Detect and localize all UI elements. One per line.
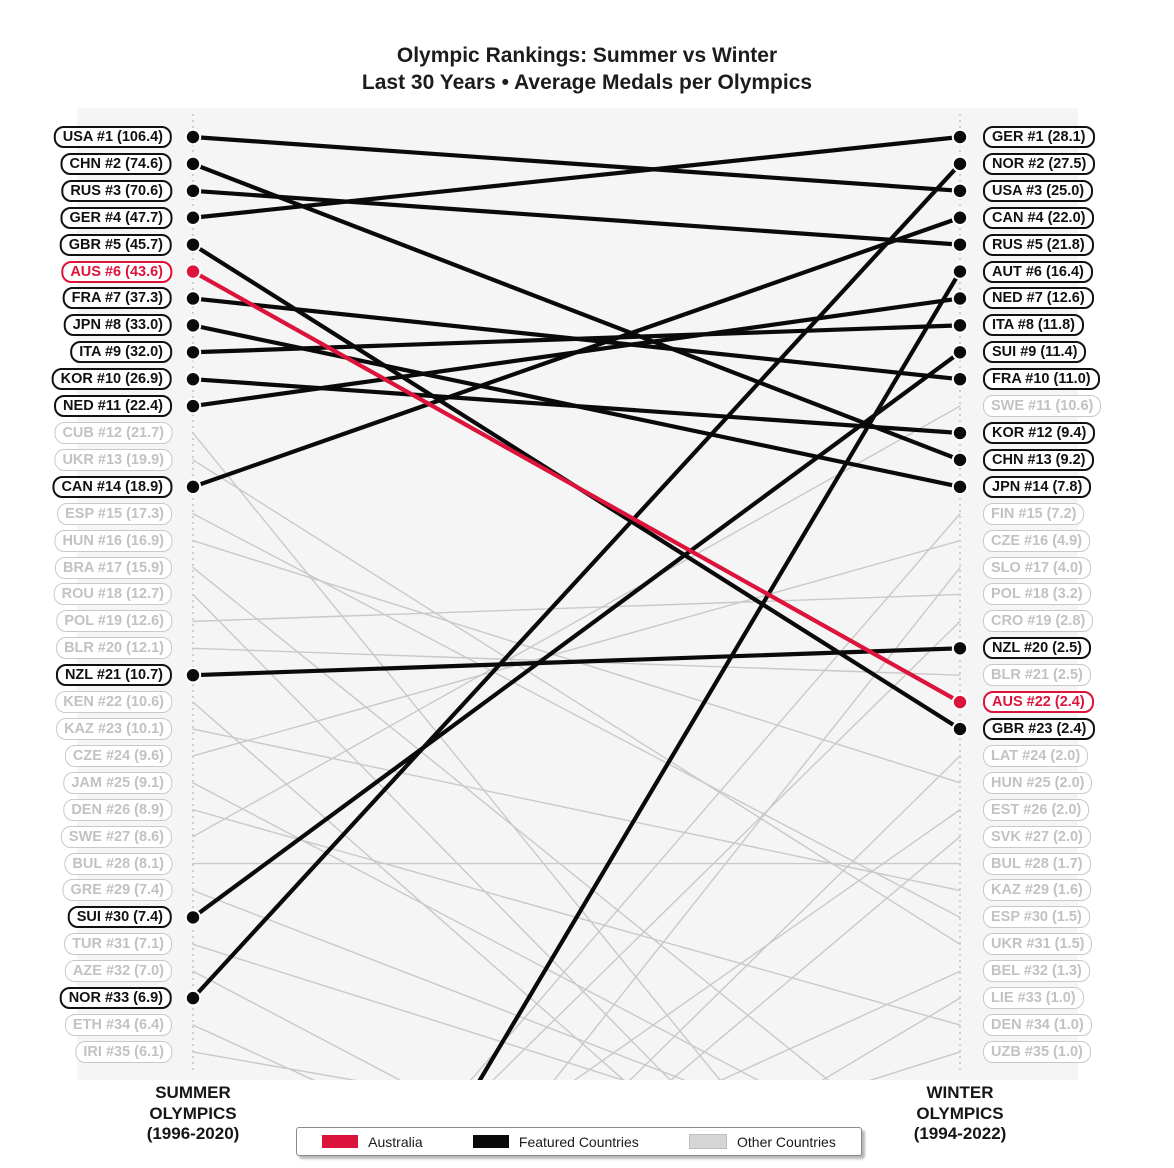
slope-line-AZE [192,970,402,1080]
winter-dot-GER [951,128,969,146]
summer-axis-line3: (1996-2020) [146,1124,240,1144]
slope-line-POL [192,593,961,623]
legend-label: Other Countries [737,1133,836,1150]
winter-dot-AUT [951,263,969,280]
winter-dot-NED [951,290,969,307]
slope-line-AUT [477,269,963,1080]
winter-dot-ITA [951,317,969,334]
winter-dot-AUS [951,693,969,711]
winter-dot-RUS [951,236,969,253]
summer-dot-KOR [184,370,202,388]
legend-item-featured-countries: Featured Countries [472,1133,639,1150]
slope-line-CRO [492,620,961,1080]
slope-line-EST [573,809,961,1080]
winter-dot-CAN [951,209,969,226]
slope-line-SWE [192,405,961,838]
slope-lines-layer [190,134,963,1080]
winter-dot-FRA [951,370,969,388]
winter-dot-NOR [951,155,969,173]
legend-item-australia: Australia [322,1133,423,1150]
summer-dot-NED [184,397,202,415]
legend-label: Featured Countries [518,1133,639,1150]
slope-line-LAT [629,755,961,1080]
chart-title-line1: Olympic Rankings: Summer vs Winter [396,44,778,67]
summer-dot-NZL [184,667,202,684]
legend-item-other-countries: Other Countries [689,1134,836,1150]
summer-dot-USA [184,128,202,146]
chart-title: Olympic Rankings: Summer vs Winter Last … [0,42,1174,97]
slope-line-SVK [669,835,961,1080]
slope-line-JAM [192,782,760,1080]
slope-line-BEL [719,970,961,1080]
summer-dot-SUI [184,909,202,926]
slope-line-IRI [192,1051,358,1080]
slope-line-NZL [190,646,963,678]
slope-line-CZE [192,539,961,757]
chart-title-line2: Last 30 Years • Average Medals per Olymp… [361,71,813,95]
winter-axis-line2: OLYMPICS [916,1103,1004,1123]
summer-dot-RUS [184,182,202,200]
slope-line-ITA [190,323,963,355]
slope-line-NOR [190,161,963,1001]
winter-dot-CHN [951,451,969,469]
legend-swatch-icon [689,1134,728,1149]
slope-line-CAN [190,215,963,489]
winter-axis-line1: WINTER [926,1083,994,1102]
summer-dot-GBR [184,236,202,253]
winter-dot-GBR [951,720,969,738]
winter-dot-USA [951,182,969,200]
summer-dot-CAN [184,478,202,496]
slope-line-GRE [192,889,687,1080]
plot-panel [77,108,1078,1080]
winter-dot-NZL [951,640,969,657]
winter-axis-label: WINTER OLYMPICS (1994-2022) [830,1083,1090,1145]
summer-axis-line1: SUMMER [155,1083,231,1102]
slope-line-RUS [190,188,963,247]
summer-dot-GER [184,209,202,226]
slope-line-AUS [190,269,963,705]
summer-dot-JPN [184,317,202,334]
slope-line-SLO [553,566,961,1080]
slope-line-FIN [469,513,961,1080]
summer-dot-NOR [184,989,202,1007]
slope-line-LIE [821,997,961,1080]
summer-dot-CHN [184,155,202,173]
slope-dots-layer [184,128,969,1007]
summer-axis-line2: OLYMPICS [149,1103,237,1123]
winter-dot-SUI [951,344,969,361]
legend-swatch-icon [322,1135,359,1148]
slope-line-USA [190,134,963,193]
winter-axis-line3: (1994-2022) [913,1124,1007,1144]
summer-axis-label: SUMMER OLYMPICS (1996-2020) [63,1083,323,1145]
legend: Australia Featured Countries Other Countri… [296,1127,862,1156]
summer-dot-ITA [184,344,202,361]
slope-line-SUI [190,350,963,920]
slope-line-CUB [192,432,721,1080]
winter-dot-JPN [951,478,969,496]
slope-line-GER [190,134,963,220]
legend-swatch-icon [472,1135,509,1148]
legend-label: Australia [368,1133,423,1150]
summer-dot-AUS [184,263,202,280]
slope-line-CHN [190,161,963,463]
summer-dot-FRA [184,290,202,307]
winter-dot-KOR [951,424,969,442]
slope-line-TUR [192,943,626,1080]
